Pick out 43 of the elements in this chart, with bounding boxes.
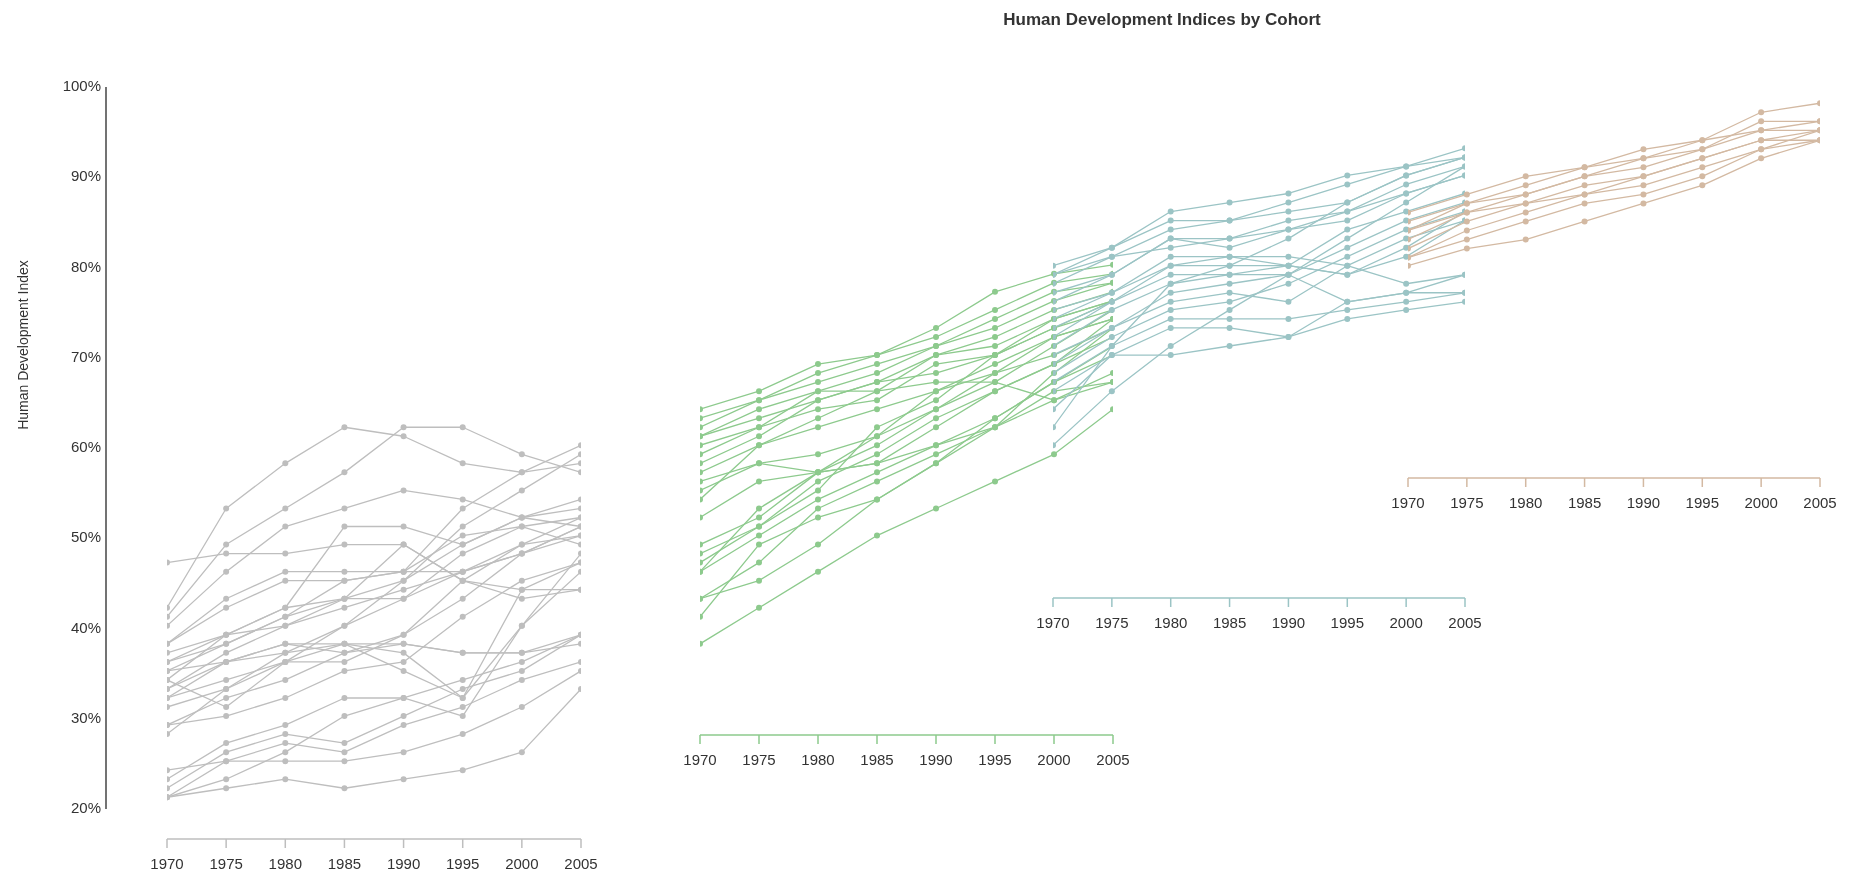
x-tick-label: 2005 <box>1803 494 1837 512</box>
x-tick-label: 2005 <box>564 855 598 873</box>
x-tick-label: 1985 <box>1567 494 1602 512</box>
y-tick-label: 50% <box>70 528 101 546</box>
y-tick-label: 80% <box>70 257 101 275</box>
x-tick-label: 1980 <box>268 855 302 873</box>
x-tick-label: 1970 <box>683 751 717 769</box>
chart-title: Human Development Indices by Cohort <box>1003 9 1322 29</box>
x-tick-label: 1975 <box>209 855 243 873</box>
y-tick-label: 90% <box>70 167 101 185</box>
y-tick-label: 30% <box>70 708 101 726</box>
x-tick-label: 1980 <box>1154 614 1188 632</box>
x-tick-label: 1975 <box>1095 614 1129 632</box>
x-tick-label: 1995 <box>446 855 480 873</box>
x-tick-label: 1980 <box>1509 494 1543 512</box>
x-tick-label: 1975 <box>742 751 776 769</box>
x-tick-label: 2000 <box>1037 751 1071 769</box>
x-tick-label: 1995 <box>1330 614 1364 632</box>
x-tick-label: 2000 <box>1389 614 1423 632</box>
x-tick-label: 1970 <box>1391 494 1425 512</box>
x-tick-label: 1995 <box>978 751 1012 769</box>
x-tick-label: 1970 <box>150 855 184 873</box>
x-tick-label: 2000 <box>1744 494 1778 512</box>
y-tick-label: 70% <box>70 347 101 365</box>
x-tick-label: 1985 <box>327 855 362 873</box>
y-axis-title: Human Development Index <box>14 260 31 430</box>
x-tick-label: 1990 <box>919 751 953 769</box>
x-tick-label: 1995 <box>1685 494 1719 512</box>
x-tick-label: 1970 <box>1036 614 1070 632</box>
x-tick-label: 1990 <box>1271 614 1306 632</box>
y-tick-label: 20% <box>70 799 101 817</box>
x-tick-label: 1980 <box>801 751 835 769</box>
x-tick-label: 1985 <box>1212 614 1247 632</box>
x-tick-label: 2005 <box>1096 751 1130 769</box>
x-tick-label: 1990 <box>1626 494 1661 512</box>
y-tick-label: 100% <box>62 77 101 95</box>
x-tick-label: 2005 <box>1448 614 1482 632</box>
x-tick-label: 1975 <box>1450 494 1484 512</box>
x-tick-label: 1990 <box>386 855 421 873</box>
y-tick-label: 60% <box>70 438 101 456</box>
x-tick-label: 2000 <box>505 855 539 873</box>
x-tick-label: 1985 <box>860 751 894 769</box>
y-tick-label: 40% <box>70 618 101 636</box>
